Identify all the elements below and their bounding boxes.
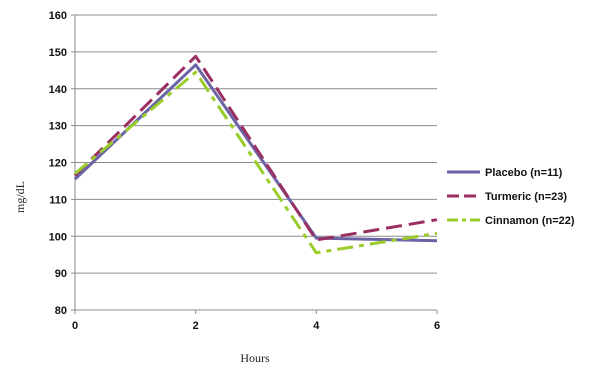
series-line-2	[73, 54, 438, 242]
y-tick-label: 140	[49, 84, 67, 96]
x-tick-label: 4	[313, 320, 320, 332]
y-tick-label: 90	[55, 268, 67, 280]
y-tick-label: 150	[49, 47, 67, 59]
series-line-1	[73, 63, 438, 243]
y-axis-title: mg/dL	[13, 181, 27, 213]
y-tick-label: 120	[49, 158, 67, 170]
series-lines	[73, 54, 438, 255]
legend-label-1: Placebo (n=11)	[485, 167, 563, 179]
axes	[71, 14, 438, 314]
y-tick-label: 160	[49, 10, 67, 22]
y-tick-label: 100	[49, 231, 67, 243]
legend-label-2: Turmeric (n=23)	[485, 191, 567, 203]
x-tick-labels: 0 2 4 6	[72, 320, 440, 332]
legend-label-3: Cinnamon (n=22)	[485, 215, 575, 227]
y-tick-labels: 80 90 100 110 120 130 140 150 160	[49, 10, 67, 317]
x-tick-label: 6	[434, 320, 440, 332]
y-tick-label: 110	[49, 194, 67, 206]
series-line-3	[74, 70, 438, 255]
y-tick-label: 130	[49, 121, 67, 133]
x-tick-label: 2	[193, 320, 199, 332]
y-tick-label: 80	[55, 305, 67, 317]
x-axis-title: Hours	[240, 351, 270, 365]
x-tick-label: 0	[72, 320, 78, 332]
legend: Placebo (n=11) Turmeric (n=23) Cinnamon (n…	[447, 167, 575, 227]
gridlines	[75, 14, 437, 274]
